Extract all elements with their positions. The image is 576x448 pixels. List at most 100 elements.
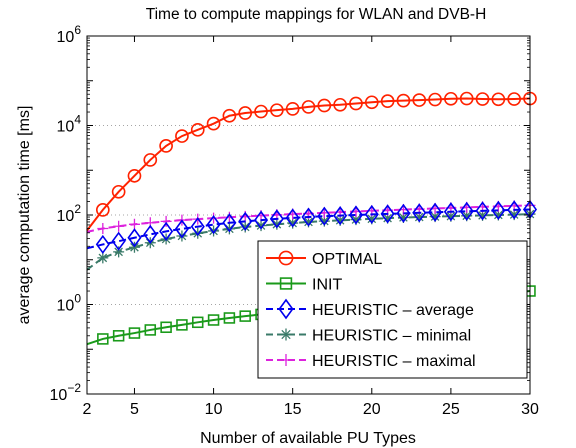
data-point bbox=[113, 246, 125, 258]
data-point bbox=[364, 95, 379, 110]
x-axis: 2 5 10 15 20 25 30 bbox=[83, 36, 539, 418]
data-point bbox=[475, 201, 490, 221]
data-point bbox=[223, 312, 236, 324]
data-point bbox=[443, 202, 458, 222]
data-point bbox=[444, 91, 458, 106]
x-tick-label: 2 bbox=[83, 401, 92, 418]
data-point bbox=[508, 209, 520, 221]
y-tick-label: 106 bbox=[57, 23, 82, 46]
legend: OPTIMAL INIT HEURISTIC – average HEURISTIC … bbox=[257, 240, 528, 379]
data-point bbox=[254, 104, 268, 119]
data-point bbox=[143, 153, 158, 167]
data-point bbox=[459, 201, 474, 221]
x-tick-label: 25 bbox=[442, 401, 460, 418]
data-point bbox=[475, 92, 490, 106]
data-point bbox=[278, 250, 294, 266]
data-point bbox=[97, 252, 109, 264]
data-point bbox=[127, 168, 142, 183]
data-point bbox=[128, 218, 140, 230]
data-point bbox=[507, 200, 522, 220]
data-point bbox=[111, 231, 126, 251]
data-point bbox=[208, 225, 220, 237]
legend-label: HEURISTIC – maximal bbox=[312, 353, 476, 370]
data-point bbox=[279, 277, 293, 290]
legend-label: HEURISTIC – average bbox=[312, 302, 474, 319]
data-point bbox=[192, 227, 204, 239]
data-point bbox=[223, 223, 235, 235]
y-tick-label: 10−2 bbox=[50, 381, 82, 404]
data-point bbox=[222, 108, 237, 123]
data-point bbox=[160, 321, 172, 334]
data-point bbox=[334, 214, 346, 226]
data-point bbox=[317, 98, 332, 113]
data-point bbox=[333, 205, 348, 226]
data-point bbox=[207, 314, 220, 326]
x-tick-label: 20 bbox=[363, 401, 381, 418]
data-point bbox=[280, 328, 292, 341]
data-point bbox=[301, 100, 316, 114]
data-point bbox=[491, 92, 506, 107]
data-point bbox=[160, 215, 172, 227]
legend-entry: INIT bbox=[266, 277, 342, 294]
data-point bbox=[491, 200, 506, 220]
data-point bbox=[159, 139, 173, 153]
data-point bbox=[412, 203, 427, 223]
data-point bbox=[239, 221, 251, 233]
data-point bbox=[176, 319, 188, 331]
legend-label: HEURISTIC – minimal bbox=[312, 328, 471, 345]
legend-entry: HEURISTIC – maximal bbox=[266, 353, 476, 370]
data-point bbox=[445, 210, 457, 222]
data-point bbox=[350, 214, 362, 226]
chart-title: Time to compute mappings for WLAN and DV… bbox=[146, 6, 487, 23]
data-point bbox=[143, 224, 158, 244]
data-point bbox=[364, 204, 379, 225]
y-tick-label: 104 bbox=[57, 113, 82, 136]
legend-entry: HEURISTIC – average bbox=[266, 298, 474, 320]
data-point bbox=[97, 333, 109, 345]
x-tick-label: 30 bbox=[521, 401, 539, 418]
y-tick-label: 100 bbox=[57, 292, 82, 315]
x-tick-label: 5 bbox=[130, 401, 139, 418]
data-point bbox=[428, 202, 443, 222]
data-point bbox=[333, 97, 347, 112]
data-point bbox=[428, 92, 442, 107]
data-point bbox=[95, 234, 110, 255]
data-point bbox=[238, 211, 253, 231]
data-point bbox=[208, 212, 220, 224]
data-point bbox=[239, 310, 251, 322]
data-point bbox=[396, 93, 411, 108]
data-point bbox=[461, 210, 473, 222]
data-point bbox=[280, 354, 292, 366]
data-point bbox=[97, 222, 109, 234]
data-point bbox=[380, 94, 395, 109]
data-point bbox=[112, 330, 125, 342]
series-0 bbox=[86, 91, 537, 232]
data-point bbox=[206, 116, 221, 131]
series-line bbox=[86, 208, 531, 250]
data-point bbox=[238, 106, 253, 120]
data-point bbox=[492, 209, 504, 221]
x-axis-label: Number of available PU Types bbox=[200, 430, 416, 447]
data-point bbox=[477, 209, 489, 221]
data-point bbox=[255, 220, 267, 232]
data-point bbox=[111, 184, 126, 199]
data-point bbox=[192, 316, 204, 329]
data-point bbox=[278, 298, 294, 320]
data-point bbox=[190, 122, 205, 137]
data-point bbox=[317, 206, 332, 226]
data-point bbox=[285, 208, 300, 228]
data-point bbox=[144, 324, 157, 336]
legend-entry: OPTIMAL bbox=[266, 250, 382, 268]
data-point bbox=[348, 205, 364, 225]
data-point bbox=[175, 129, 189, 143]
data-point bbox=[287, 217, 299, 229]
data-point bbox=[412, 93, 427, 107]
data-point bbox=[95, 203, 110, 217]
data-point bbox=[397, 211, 409, 223]
data-point bbox=[429, 211, 441, 223]
x-tick-label: 15 bbox=[284, 401, 302, 418]
data-point bbox=[127, 228, 142, 248]
data-point bbox=[366, 213, 378, 225]
data-point bbox=[382, 212, 394, 224]
